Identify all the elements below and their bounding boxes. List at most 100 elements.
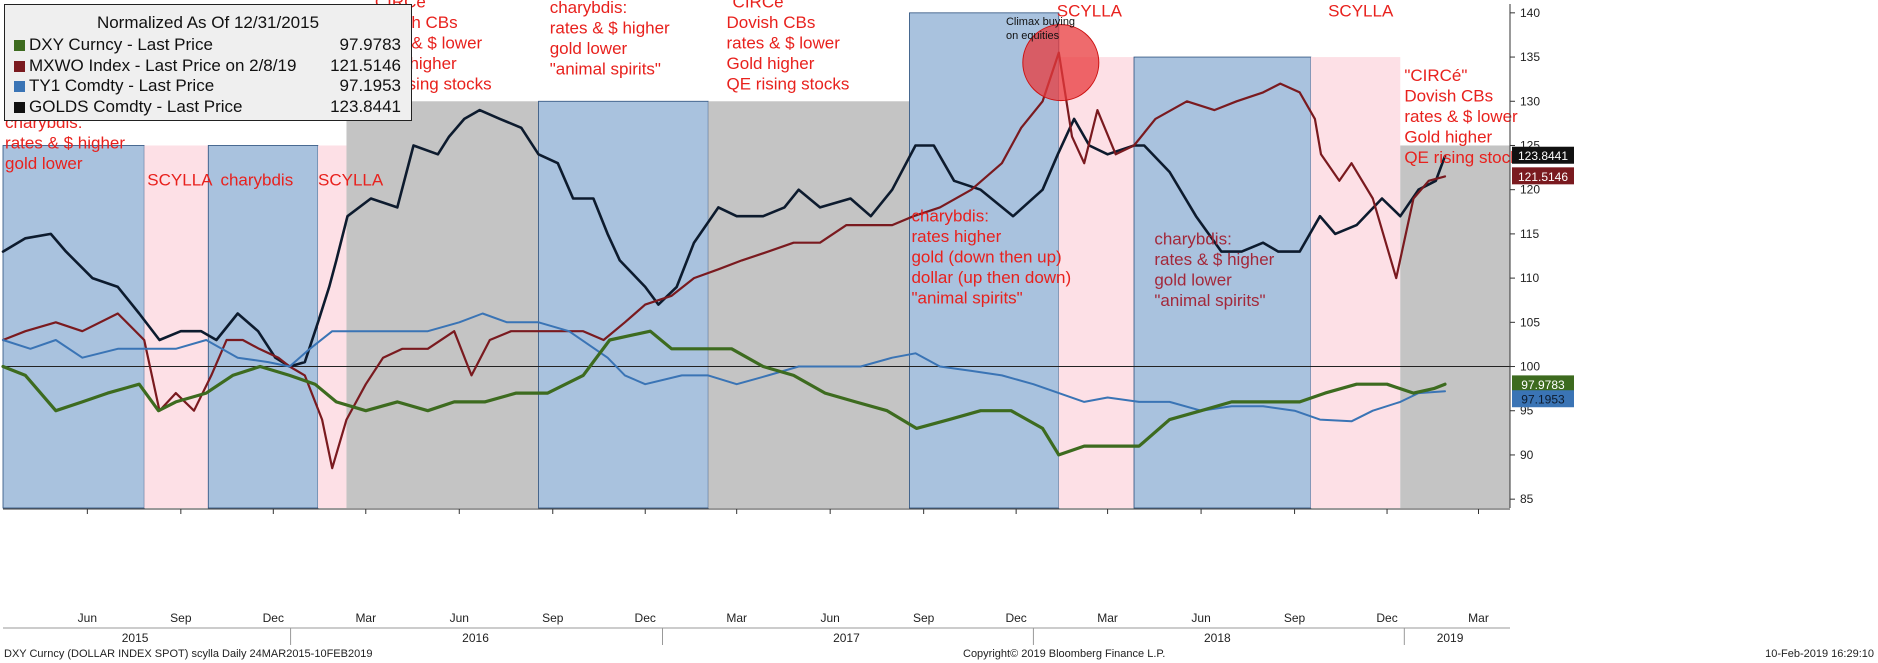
regime-band-pink bbox=[1310, 57, 1401, 508]
regime-band-blue bbox=[538, 100, 709, 509]
x-year-label: 2018 bbox=[1204, 631, 1231, 645]
regime-bands bbox=[2, 12, 1510, 509]
annotation-text: SCYLLA bbox=[147, 170, 213, 189]
series-line-ty1 bbox=[2, 312, 1446, 423]
annotation-line: QE rising stocks bbox=[1404, 148, 1527, 167]
regime-band-blue bbox=[2, 145, 145, 509]
end-label-bg bbox=[1512, 146, 1574, 164]
end-label-text: 97.9783 bbox=[1521, 378, 1565, 392]
annotation-text: charybdis: rates higher gold (down then up… bbox=[911, 207, 1071, 308]
legend-value: 121.5146 bbox=[330, 55, 401, 75]
annotation-line: gold lower bbox=[550, 39, 628, 58]
legend-value: 97.9783 bbox=[339, 35, 401, 54]
annotation-text: charybdis bbox=[220, 170, 293, 189]
annotation-line: SCYLLA bbox=[1057, 1, 1123, 20]
legend-item-golds: GOLDS Comdty - Last Price 123.8441 bbox=[5, 97, 411, 118]
x-tick-label: Jun bbox=[1191, 611, 1210, 625]
annotation-line: charybdis bbox=[220, 170, 293, 189]
annotation-text: SCYLLA bbox=[1057, 1, 1123, 20]
y-tick-label: 100 bbox=[1520, 360, 1540, 374]
x-tick-label: Dec bbox=[1376, 611, 1397, 625]
end-label-bg bbox=[1512, 375, 1574, 393]
x-tick-label: Sep bbox=[542, 611, 564, 625]
y-tick-label: 120 bbox=[1520, 183, 1540, 197]
annotation-text: charybdis: rates & $ higher gold lower "ani… bbox=[1154, 230, 1274, 310]
end-label-bg bbox=[1512, 390, 1574, 408]
legend-label: TY1 Comdty - Last Price bbox=[29, 76, 215, 95]
x-tick-label: Dec bbox=[635, 611, 656, 625]
annotation-line: SCYLLA bbox=[318, 170, 384, 189]
end-label-text: 121.5146 bbox=[1518, 170, 1568, 184]
annotation-text: charybdis: rates & $ higher gold lower "ani… bbox=[550, 0, 670, 78]
annotation-line: "CIRCé" bbox=[727, 0, 790, 12]
annotation-line: charybdis: bbox=[911, 207, 988, 226]
legend-title: Normalized As Of 12/31/2015 bbox=[96, 13, 320, 32]
footer-timestamp: 10-Feb-2019 16:29:10 bbox=[1765, 648, 1874, 660]
x-tick-label: Jun bbox=[450, 611, 469, 625]
regime-band-grey bbox=[708, 101, 910, 509]
legend-swatch-golds bbox=[14, 101, 25, 113]
annotation-line: Gold higher bbox=[727, 54, 815, 73]
legend-item-mxwo: MXWO Index - Last Price on 2/8/19 121.51… bbox=[5, 56, 411, 77]
legend-item-ty1: TY1 Comdty - Last Price 97.1953 bbox=[5, 76, 411, 97]
series-lines bbox=[1, 51, 1447, 470]
annotation-line: "animal spirits" bbox=[911, 289, 1022, 308]
x-year-label: 2017 bbox=[833, 631, 860, 645]
annotation-line: rates & $ higher bbox=[1154, 250, 1274, 269]
legend-swatch-ty1 bbox=[14, 81, 25, 92]
regime-band-grey bbox=[346, 101, 539, 509]
x-year-label: 2019 bbox=[1437, 631, 1464, 645]
y-tick-label: 140 bbox=[1520, 6, 1540, 20]
annotation-line: SCYLLA bbox=[147, 170, 213, 189]
y-tick-label: 85 bbox=[1520, 492, 1534, 506]
climax-marker bbox=[1022, 24, 1100, 102]
annotation-line: gold lower bbox=[5, 154, 83, 173]
regime-band-grey bbox=[1400, 145, 1510, 508]
legend-swatch-mxwo bbox=[14, 60, 25, 72]
annotations: charybdis: rates & $ higher gold lowerSCYL… bbox=[5, 0, 1527, 310]
regime-band-blue bbox=[1133, 56, 1312, 509]
annotation-line: rates & $ lower bbox=[1404, 107, 1518, 126]
regime-band-pink bbox=[318, 145, 347, 508]
x-tick-label: Mar bbox=[355, 611, 376, 625]
legend-value: 123.8441 bbox=[330, 96, 401, 116]
x-tick-label: Mar bbox=[726, 611, 747, 625]
legend-swatch-dxy bbox=[14, 40, 25, 51]
y-tick-label: 135 bbox=[1520, 50, 1540, 64]
axes: 859095100105110115120125130135140123.844… bbox=[3, 4, 1574, 645]
annotation-line: gold (down then up) bbox=[911, 248, 1061, 267]
annotation-line: Dovish CBs bbox=[727, 13, 816, 32]
x-tick-label: Mar bbox=[1468, 611, 1489, 625]
regime-band-blue bbox=[909, 12, 1060, 509]
x-tick-label: Sep bbox=[170, 611, 192, 625]
annotation-line: Dovish CBs bbox=[1404, 86, 1493, 105]
footer-source: DXY Curncy (DOLLAR INDEX SPOT) scylla Da… bbox=[4, 648, 373, 660]
annotation-line: dollar (up then down) bbox=[911, 268, 1071, 287]
x-tick-label: Jun bbox=[78, 611, 97, 625]
y-tick-label: 110 bbox=[1520, 271, 1539, 285]
annotation-text: SCYLLA bbox=[1328, 1, 1394, 20]
legend-label: GOLDS Comdty - Last Price bbox=[29, 96, 243, 116]
x-year-label: 2016 bbox=[462, 631, 489, 645]
footer-copyright: Copyright© 2019 Bloomberg Finance L.P. bbox=[963, 648, 1166, 660]
annotation-line: rates & $ higher bbox=[550, 18, 670, 37]
annotation-line: charybdis: bbox=[550, 0, 627, 17]
y-tick-label: 130 bbox=[1520, 94, 1540, 108]
legend: Normalized As Of 12/31/2015 DXY Curncy -… bbox=[4, 4, 412, 121]
regime-band-pink bbox=[144, 145, 209, 508]
series-line-mxwo bbox=[1, 51, 1447, 470]
end-label-text: 97.1953 bbox=[1521, 393, 1565, 407]
annotation-line: rates & $ lower bbox=[727, 34, 841, 53]
annotation-line: "animal spirits" bbox=[550, 59, 661, 78]
legend-label: DXY Curncy - Last Price bbox=[29, 35, 213, 54]
annotation-line: "animal spirits" bbox=[1154, 291, 1265, 310]
legend-label: MXWO Index - Last Price on 2/8/19 bbox=[29, 55, 297, 75]
annotation-line: charybdis: bbox=[1154, 230, 1231, 249]
x-tick-label: Mar bbox=[1097, 611, 1118, 625]
annotation-line: gold lower bbox=[1154, 271, 1232, 290]
annotation-line: "CIRCé" bbox=[1404, 66, 1467, 85]
climax-circle bbox=[1022, 24, 1100, 102]
